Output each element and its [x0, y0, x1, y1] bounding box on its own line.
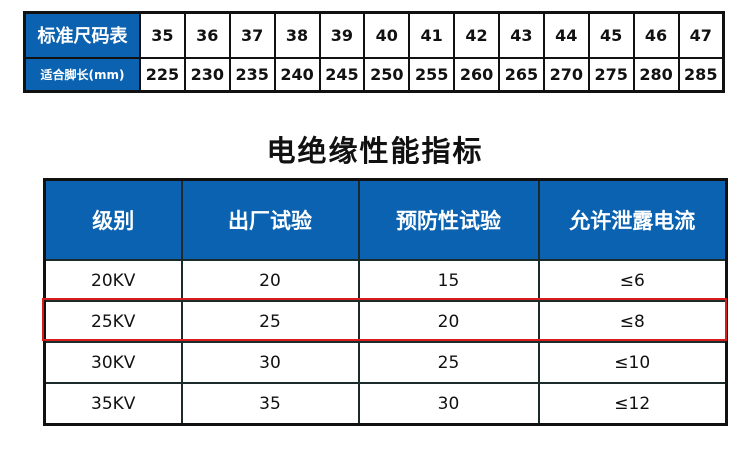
foot-length-cell: 240 — [273, 56, 321, 93]
table-cell: 25 — [180, 300, 360, 343]
table-cell: 30KV — [43, 341, 183, 384]
table-cell: ≤12 — [537, 382, 728, 426]
table-cell: ≤8 — [537, 300, 728, 343]
foot-length-cell: 280 — [632, 56, 680, 93]
size-cell: 41 — [408, 11, 456, 59]
foot-length-cell: 225 — [139, 56, 186, 93]
foot-length-cell: 255 — [408, 56, 456, 93]
size-chart-table: 标准尺码表 35 36 37 38 39 40 41 42 43 44 45 46 47 适合脚长(mm)… — [23, 11, 725, 93]
table-cell: ≤6 — [537, 259, 728, 302]
table-cell: 20KV — [43, 259, 183, 302]
table-row: 35KV 35 30 ≤12 — [43, 382, 728, 426]
foot-length-cell: 230 — [183, 56, 231, 93]
size-row: 标准尺码表 35 36 37 38 39 40 41 42 43 44 45 46 47 — [23, 11, 725, 59]
foot-length-cell: 265 — [498, 56, 545, 93]
foot-length-cell: 275 — [587, 56, 635, 93]
table-header-row: 级别 出厂试验 预防性试验 允许泄露电流 — [43, 178, 728, 261]
size-cell: 39 — [318, 11, 366, 59]
size-cell: 38 — [273, 11, 321, 59]
table-cell: 35KV — [43, 382, 183, 426]
size-cell: 45 — [587, 11, 635, 59]
size-header-label: 标准尺码表 — [23, 11, 141, 59]
table-cell: 15 — [357, 259, 540, 302]
table-row: 30KV 30 25 ≤10 — [43, 341, 728, 384]
size-cell: 46 — [632, 11, 680, 59]
table-cell: 30 — [357, 382, 540, 426]
size-cell: 44 — [542, 11, 590, 59]
foot-length-cell: 250 — [363, 56, 411, 93]
table-cell: 30 — [180, 341, 360, 384]
section-title: 电绝缘性能指标 — [266, 134, 484, 168]
size-cell: 43 — [498, 11, 545, 59]
table-row: 20KV 20 15 ≤6 — [43, 259, 728, 302]
foot-length-cell: 270 — [542, 56, 590, 93]
size-cell: 37 — [228, 11, 276, 59]
column-header: 允许泄露电流 — [537, 178, 728, 261]
foot-length-cell: 260 — [453, 56, 500, 93]
table-cell: 25 — [357, 341, 540, 384]
size-cell: 40 — [363, 11, 411, 59]
table-cell: ≤10 — [537, 341, 728, 384]
column-header: 预防性试验 — [357, 178, 540, 261]
table-row: 25KV 25 20 ≤8 — [43, 300, 728, 343]
size-cell: 35 — [139, 11, 186, 59]
size-cell: 36 — [183, 11, 231, 59]
size-cell: 47 — [677, 11, 725, 59]
table-cell: 25KV — [43, 300, 183, 343]
table-cell: 20 — [180, 259, 360, 302]
column-header: 级别 — [43, 178, 183, 261]
column-header: 出厂试验 — [180, 178, 360, 261]
insulation-table: 级别 出厂试验 预防性试验 允许泄露电流 20KV 20 15 ≤6 25KV 25 20 ≤8 30… — [43, 178, 728, 426]
foot-length-label: 适合脚长(mm) — [23, 56, 141, 93]
table-cell: 35 — [180, 382, 360, 426]
foot-length-cell: 235 — [228, 56, 276, 93]
size-cell: 42 — [453, 11, 500, 59]
table-cell: 20 — [357, 300, 540, 343]
foot-length-row: 适合脚长(mm) 225 230 235 240 245 250 255 260 265 270 27… — [23, 56, 725, 93]
foot-length-cell: 245 — [318, 56, 366, 93]
foot-length-cell: 285 — [677, 56, 725, 93]
